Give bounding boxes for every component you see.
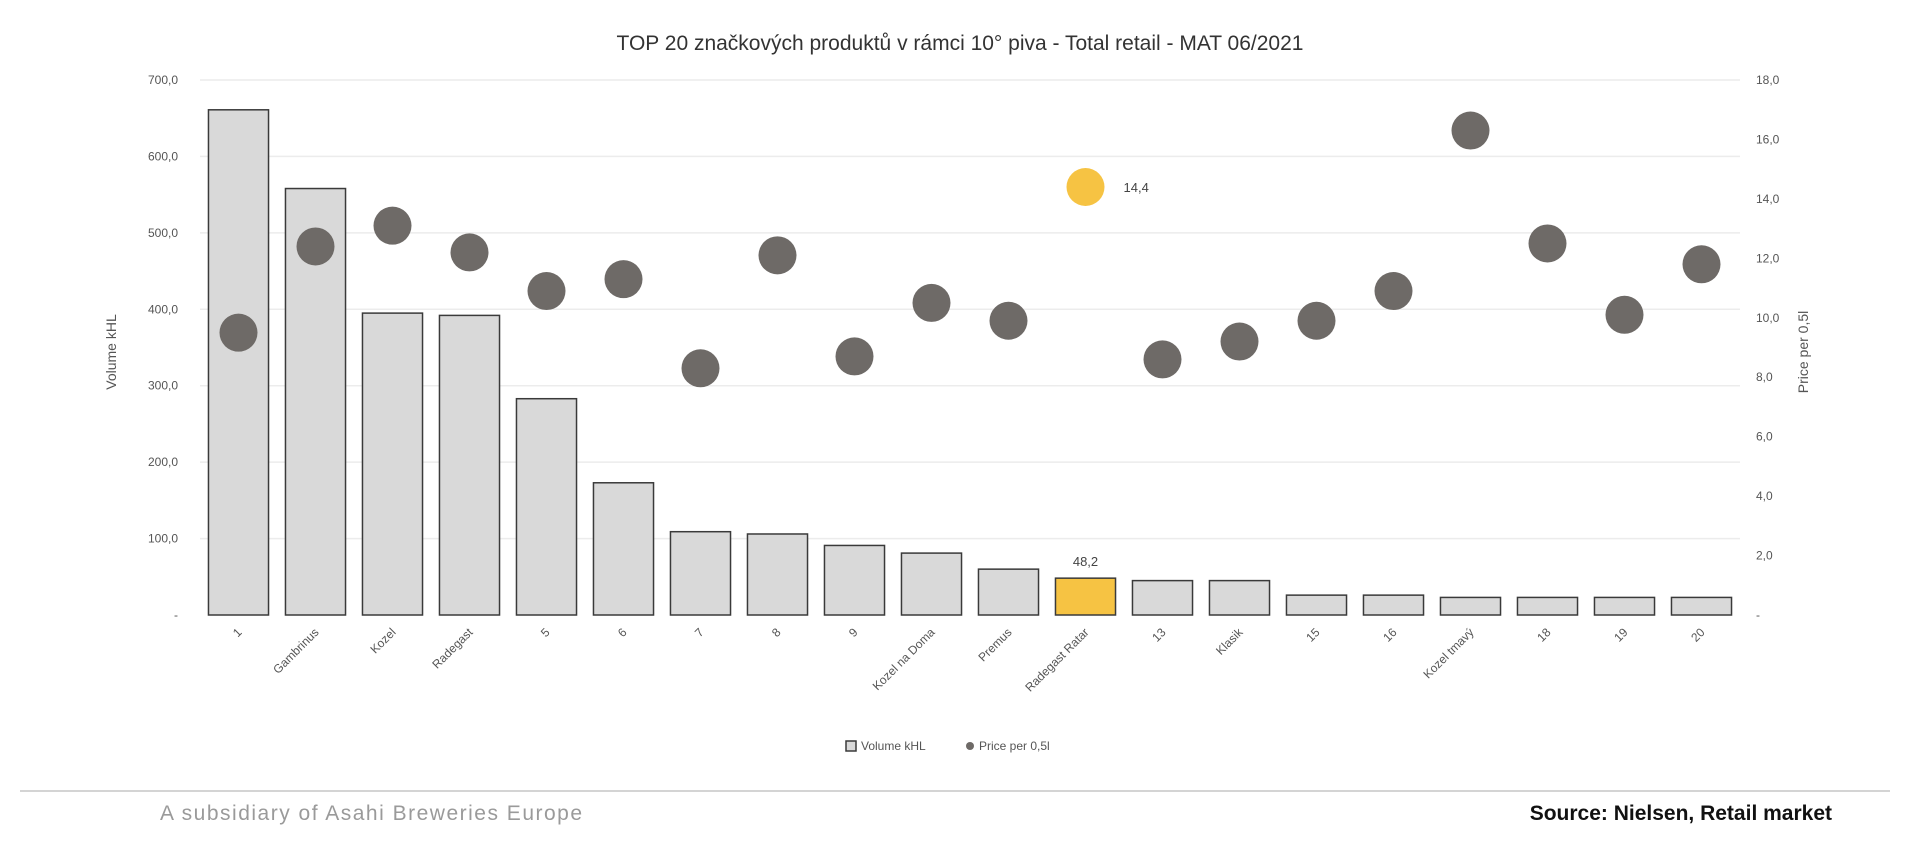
bar [1054, 577, 1117, 616]
x-tick-label: 5 [538, 625, 553, 640]
price-points [219, 111, 1721, 388]
left-axis: - 100,0 200,0 300,0 400,0 500,0 600,0 700,0 [148, 73, 178, 622]
x-tick-label: 20 [1688, 625, 1708, 645]
bar [1593, 596, 1656, 616]
price-point [1374, 272, 1413, 311]
y2-tick-label: 14,0 [1756, 192, 1780, 206]
bar [823, 544, 886, 616]
price-point [835, 337, 874, 376]
x-tick-labels: 1 Gambrinus Kozel Radegast 5 6 7 8 9 Kozel na Dom… [230, 625, 1708, 695]
y-tick-label: 500,0 [148, 226, 178, 240]
y2-tick-label: - [1756, 608, 1760, 622]
y2-tick-label: 6,0 [1756, 430, 1773, 444]
y-tick-label: - [174, 608, 178, 622]
x-tick-label: Kozel na Doma [870, 625, 938, 693]
x-tick-label: 1 [230, 625, 245, 640]
bar [1362, 594, 1425, 616]
footer-divider [20, 790, 1890, 792]
source-text: Source: Nielsen, Retail market [1529, 802, 1832, 825]
gridlines [200, 79, 1740, 540]
y2-tick-label: 18,0 [1756, 73, 1780, 87]
subsidiary-text: A subsidiary of Asahi Breweries Europe [160, 802, 584, 825]
price-point [912, 283, 951, 322]
x-tick-label: 15 [1303, 625, 1323, 645]
legend-swatch-volume [845, 740, 857, 752]
price-point [296, 227, 335, 266]
x-tick-label: 9 [846, 625, 861, 640]
y-tick-label: 700,0 [148, 73, 178, 87]
price-point [681, 349, 720, 388]
bar [1208, 579, 1271, 616]
y2-tick-label: 10,0 [1756, 311, 1780, 325]
bar-data-label: 48,2 [1073, 554, 1098, 569]
x-tick-label: Klasik [1213, 625, 1246, 658]
x-tick-label: Radegast [429, 625, 476, 672]
legend-label-price: Price per 0,5l [979, 739, 1050, 753]
bar [669, 530, 732, 616]
bar [746, 533, 809, 616]
right-axis: - 2,0 4,0 6,0 8,0 10,0 12,0 14,0 16,0 18,0 [1756, 73, 1780, 622]
price-point [1220, 322, 1259, 361]
bar [438, 314, 501, 616]
bar [592, 482, 655, 616]
bar [1439, 596, 1502, 616]
price-point [604, 260, 643, 299]
price-point [1451, 111, 1490, 150]
y-tick-label: 300,0 [148, 379, 178, 393]
point-data-label: 14,4 [1124, 180, 1149, 195]
x-tick-label: 7 [692, 625, 707, 640]
bar [1285, 594, 1348, 616]
price-point [758, 236, 797, 275]
x-tick-label: Premus [975, 625, 1014, 664]
x-tick-label: Gambrinus [270, 625, 321, 676]
price-point [1528, 224, 1567, 263]
y-tick-label: 600,0 [148, 149, 178, 163]
price-point [989, 301, 1028, 340]
price-point [1682, 245, 1721, 284]
chart-title: TOP 20 značkových produktů v rámci 10° p… [617, 32, 1304, 55]
price-point [450, 233, 489, 272]
price-point [527, 272, 566, 311]
y2-tick-label: 8,0 [1756, 370, 1773, 384]
bar [1131, 579, 1194, 616]
bar [515, 397, 578, 616]
legend: Volume kHL Price per 0,5l [845, 739, 1050, 753]
y2-axis-label: Price per 0,5l [1795, 311, 1811, 393]
x-tick-label: Radegast Ratar [1022, 625, 1091, 694]
x-tick-label: Kozel tmavý [1421, 625, 1477, 681]
price-point [1297, 301, 1336, 340]
price-point [1605, 295, 1644, 334]
price-point [219, 313, 258, 352]
x-tick-label: 6 [615, 625, 630, 640]
price-point [1143, 340, 1182, 379]
y2-tick-label: 4,0 [1756, 489, 1773, 503]
x-tick-label: 19 [1611, 625, 1631, 645]
legend-label-volume: Volume kHL [861, 739, 926, 753]
x-tick-label: 13 [1149, 625, 1169, 645]
legend-swatch-price [966, 742, 974, 750]
x-tick-label: Kozel [367, 625, 398, 656]
y2-tick-label: 16,0 [1756, 132, 1780, 146]
y-axis-label: Volume kHL [103, 314, 119, 390]
price-point [373, 206, 412, 245]
bar [207, 109, 270, 616]
x-tick-label: 16 [1380, 625, 1400, 645]
data-labels: 48,2 14,4 [1073, 180, 1149, 569]
bar [1670, 596, 1733, 616]
x-tick-label: 8 [769, 625, 784, 640]
bar [1516, 596, 1579, 616]
bar [977, 568, 1040, 616]
bar [361, 312, 424, 616]
y2-tick-label: 2,0 [1756, 549, 1773, 563]
y-tick-label: 400,0 [148, 302, 178, 316]
bar [900, 552, 963, 616]
y-tick-label: 100,0 [148, 532, 178, 546]
y-tick-label: 200,0 [148, 455, 178, 469]
x-tick-label: 18 [1534, 625, 1554, 645]
y2-tick-label: 12,0 [1756, 251, 1780, 265]
price-point [1066, 168, 1105, 206]
